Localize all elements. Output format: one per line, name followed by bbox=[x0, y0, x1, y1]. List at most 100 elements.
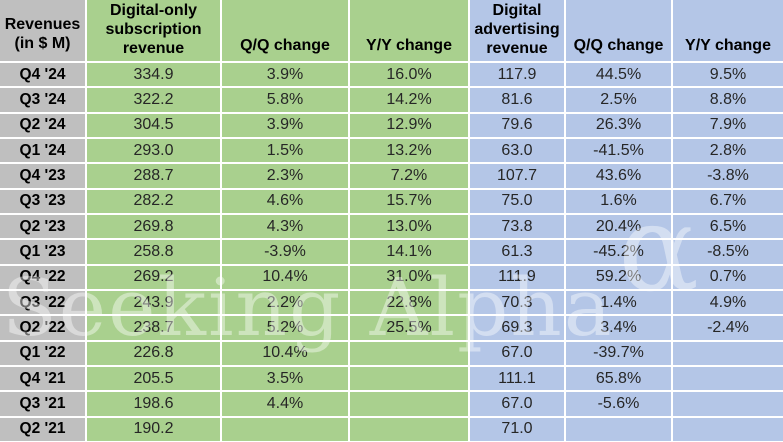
subscription-revenue-cell: 258.8 bbox=[86, 239, 222, 266]
advertising-qq-change-cell: 20.4% bbox=[565, 213, 673, 241]
advertising-qq-change-cell: 2.5% bbox=[565, 87, 673, 114]
subscription-qq-change-cell: 4.4% bbox=[221, 391, 350, 418]
subscription-qq-change-cell: 4.6% bbox=[221, 188, 350, 215]
advertising-qq-change-cell: 1.4% bbox=[565, 289, 673, 317]
subscription-qq-change-cell: 10.4% bbox=[221, 340, 350, 367]
advertising-qq-change-cell: 26.3% bbox=[565, 112, 673, 139]
col-header-subscription-qq-change: Q/Q change bbox=[221, 0, 350, 63]
advertising-qq-change-cell: 59.2% bbox=[565, 264, 673, 291]
subscription-qq-change-cell: 2.2% bbox=[221, 289, 350, 317]
subscription-revenue-cell: 269.2 bbox=[86, 264, 222, 291]
advertising-yy-change-cell: 4.9% bbox=[672, 289, 783, 317]
advertising-revenue-cell: 61.3 bbox=[469, 239, 566, 266]
subscription-yy-change-cell: 15.7% bbox=[349, 188, 470, 215]
subscription-revenue-cell: 205.5 bbox=[86, 365, 222, 393]
subscription-yy-change-cell: 13.2% bbox=[349, 137, 470, 165]
subscription-qq-change-cell: 5.8% bbox=[221, 87, 350, 114]
quarter-label: Q2 '22 bbox=[0, 315, 87, 342]
advertising-qq-change-cell: -5.6% bbox=[565, 391, 673, 418]
table-row: Q2 '24 304.5 3.9% 12.9% 79.6 26.3% 7.9% bbox=[0, 112, 783, 139]
subscription-yy-change-cell: 16.0% bbox=[349, 62, 470, 89]
advertising-qq-change-cell bbox=[565, 416, 673, 442]
advertising-qq-change-cell: -45.2% bbox=[565, 239, 673, 266]
subscription-revenue-cell: 243.9 bbox=[86, 289, 222, 317]
quarter-label: Q4 '22 bbox=[0, 264, 87, 291]
advertising-yy-change-cell bbox=[672, 416, 783, 442]
advertising-yy-change-cell: 7.9% bbox=[672, 112, 783, 139]
advertising-revenue-cell: 67.0 bbox=[469, 391, 566, 418]
subscription-qq-change-cell: 1.5% bbox=[221, 137, 350, 165]
subscription-revenue-cell: 293.0 bbox=[86, 137, 222, 165]
advertising-revenue-cell: 111.1 bbox=[469, 365, 566, 393]
quarter-label: Q3 '24 bbox=[0, 87, 87, 114]
advertising-qq-change-cell: 65.8% bbox=[565, 365, 673, 393]
advertising-yy-change-cell bbox=[672, 391, 783, 418]
subscription-qq-change-cell: 3.5% bbox=[221, 365, 350, 393]
advertising-revenue-cell: 107.7 bbox=[469, 163, 566, 190]
advertising-revenue-cell: 79.6 bbox=[469, 112, 566, 139]
subscription-yy-change-cell bbox=[349, 416, 470, 442]
subscription-revenue-cell: 282.2 bbox=[86, 188, 222, 215]
advertising-qq-change-cell: 43.6% bbox=[565, 163, 673, 190]
subscription-qq-change-cell: 4.3% bbox=[221, 213, 350, 241]
table-row: Q1 '22 226.8 10.4% 67.0 -39.7% bbox=[0, 340, 783, 367]
quarter-label: Q2 '23 bbox=[0, 213, 87, 241]
advertising-yy-change-cell: -2.4% bbox=[672, 315, 783, 342]
advertising-yy-change-cell bbox=[672, 340, 783, 367]
advertising-revenue-cell: 70.3 bbox=[469, 289, 566, 317]
quarter-label: Q3 '22 bbox=[0, 289, 87, 317]
quarter-label: Q1 '23 bbox=[0, 239, 87, 266]
advertising-yy-change-cell: -8.5% bbox=[672, 239, 783, 266]
subscription-revenue-cell: 269.8 bbox=[86, 213, 222, 241]
table-row: Q1 '23 258.8 -3.9% 14.1% 61.3 -45.2% -8.5% bbox=[0, 239, 783, 266]
advertising-qq-change-cell: -41.5% bbox=[565, 137, 673, 165]
table-row: Q3 '24 322.2 5.8% 14.2% 81.6 2.5% 8.8% bbox=[0, 87, 783, 114]
subscription-yy-change-cell: 25.5% bbox=[349, 315, 470, 342]
table-row: Q4 '24 334.9 3.9% 16.0% 117.9 44.5% 9.5% bbox=[0, 62, 783, 89]
quarter-label: Q3 '23 bbox=[0, 188, 87, 215]
subscription-yy-change-cell: 31.0% bbox=[349, 264, 470, 291]
subscription-revenue-cell: 322.2 bbox=[86, 87, 222, 114]
table-row: Q2 '23 269.8 4.3% 13.0% 73.8 20.4% 6.5% bbox=[0, 213, 783, 241]
col-header-advertising-revenue: Digital advertising revenue bbox=[469, 0, 566, 63]
subscription-revenue-cell: 238.7 bbox=[86, 315, 222, 342]
advertising-yy-change-cell: 9.5% bbox=[672, 62, 783, 89]
subscription-qq-change-cell: 5.2% bbox=[221, 315, 350, 342]
table-row: Q3 '23 282.2 4.6% 15.7% 75.0 1.6% 6.7% bbox=[0, 188, 783, 215]
advertising-revenue-cell: 63.0 bbox=[469, 137, 566, 165]
subscription-revenue-cell: 288.7 bbox=[86, 163, 222, 190]
subscription-yy-change-cell: 22.8% bbox=[349, 289, 470, 317]
advertising-revenue-cell: 67.0 bbox=[469, 340, 566, 367]
advertising-revenue-cell: 69.3 bbox=[469, 315, 566, 342]
advertising-yy-change-cell: 2.8% bbox=[672, 137, 783, 165]
subscription-yy-change-cell bbox=[349, 340, 470, 367]
advertising-yy-change-cell bbox=[672, 365, 783, 393]
col-header-subscription-revenue: Digital-only subscription revenue bbox=[86, 0, 222, 63]
header-row: Revenues (in $ M) Digital-only subscript… bbox=[0, 0, 783, 63]
subscription-qq-change-cell: 3.9% bbox=[221, 62, 350, 89]
advertising-qq-change-cell: -39.7% bbox=[565, 340, 673, 367]
subscription-yy-change-cell bbox=[349, 391, 470, 418]
subscription-yy-change-cell: 14.2% bbox=[349, 87, 470, 114]
advertising-qq-change-cell: 1.6% bbox=[565, 188, 673, 215]
table-row: Q4 '23 288.7 2.3% 7.2% 107.7 43.6% -3.8% bbox=[0, 163, 783, 190]
advertising-qq-change-cell: 44.5% bbox=[565, 62, 673, 89]
quarter-label: Q3 '21 bbox=[0, 391, 87, 418]
advertising-yy-change-cell: -3.8% bbox=[672, 163, 783, 190]
quarter-label: Q4 '23 bbox=[0, 163, 87, 190]
subscription-qq-change-cell: 10.4% bbox=[221, 264, 350, 291]
quarter-label: Q4 '24 bbox=[0, 62, 87, 89]
advertising-revenue-cell: 73.8 bbox=[469, 213, 566, 241]
col-header-advertising-yy-change: Y/Y change bbox=[672, 0, 783, 63]
col-header-subscription-yy-change: Y/Y change bbox=[349, 0, 470, 63]
quarter-label: Q1 '24 bbox=[0, 137, 87, 165]
table-row: Q2 '22 238.7 5.2% 25.5% 69.3 3.4% -2.4% bbox=[0, 315, 783, 342]
subscription-revenue-cell: 304.5 bbox=[86, 112, 222, 139]
subscription-revenue-cell: 190.2 bbox=[86, 416, 222, 442]
subscription-yy-change-cell: 14.1% bbox=[349, 239, 470, 266]
subscription-yy-change-cell bbox=[349, 365, 470, 393]
advertising-yy-change-cell: 6.5% bbox=[672, 213, 783, 241]
quarter-label: Q2 '24 bbox=[0, 112, 87, 139]
corner-header-revenues: Revenues (in $ M) bbox=[0, 0, 87, 63]
